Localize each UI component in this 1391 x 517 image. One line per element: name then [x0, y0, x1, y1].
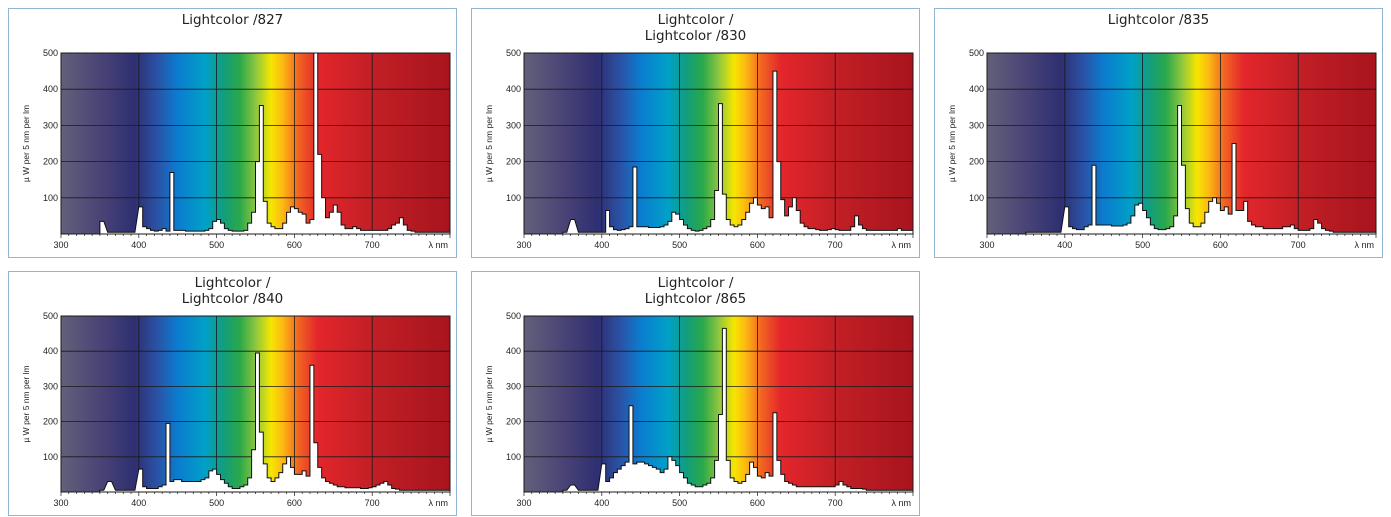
y-tick-label: 100	[43, 193, 58, 203]
x-tick-label: 300	[516, 498, 531, 508]
x-tick-label: 300	[53, 240, 68, 250]
y-tick-label: 200	[43, 417, 58, 427]
x-tick-label: 300	[53, 498, 68, 508]
x-unit-label: λ nm	[1354, 240, 1374, 250]
x-tick-label: 300	[979, 240, 994, 250]
y-tick-label: 200	[506, 417, 521, 427]
y-tick-label: 500	[506, 311, 521, 321]
x-unit-label: λ nm	[428, 240, 448, 250]
x-tick-label: 400	[131, 498, 146, 508]
y-tick-label: 100	[43, 452, 58, 462]
y-axis-label: µ W per 5 nm per lm	[947, 105, 957, 182]
x-unit-label: λ nm	[891, 240, 911, 250]
x-tick-label: 500	[209, 240, 224, 250]
x-tick-label: 700	[1291, 240, 1306, 250]
x-tick-label: 700	[828, 498, 843, 508]
y-tick-label: 300	[506, 381, 521, 391]
y-tick-label: 100	[506, 452, 521, 462]
y-axis-label: µ W per 5 nm per lm	[21, 105, 31, 182]
x-tick-label: 500	[672, 240, 687, 250]
y-tick-label: 400	[506, 84, 521, 94]
spectrum-chart: 300 400 500 600 700 λ nm 100 200 300 400 500 µ W pe…	[472, 272, 921, 517]
y-tick-label: 200	[969, 157, 984, 167]
y-tick-label: 200	[43, 157, 58, 167]
x-tick-label: 600	[1213, 240, 1228, 250]
y-tick-label: 500	[969, 48, 984, 58]
y-tick-label: 100	[506, 193, 521, 203]
x-tick-label: 500	[672, 498, 687, 508]
x-tick-label: 600	[287, 498, 302, 508]
x-tick-label: 700	[828, 240, 843, 250]
y-tick-label: 500	[43, 311, 58, 321]
x-tick-label: 600	[287, 240, 302, 250]
spectrum-chart: 300 400 500 600 700 λ nm 100 200 300 400 500 µ W pe…	[9, 272, 458, 517]
y-tick-label: 400	[506, 346, 521, 356]
x-tick-label: 300	[516, 240, 531, 250]
y-tick-label: 500	[506, 48, 521, 58]
spectrum-chart: 300 400 500 600 700 λ nm 100 200 300 400 500 µ W pe…	[472, 9, 921, 259]
y-tick-label: 400	[969, 84, 984, 94]
y-tick-label: 400	[43, 346, 58, 356]
y-tick-label: 300	[506, 120, 521, 130]
x-tick-label: 500	[1135, 240, 1150, 250]
x-tick-label: 700	[365, 498, 380, 508]
y-axis-label: µ W per 5 nm per lm	[21, 365, 31, 442]
y-tick-label: 100	[969, 193, 984, 203]
x-tick-label: 400	[594, 240, 609, 250]
x-tick-label: 400	[1057, 240, 1072, 250]
x-unit-label: λ nm	[428, 498, 448, 508]
x-tick-label: 600	[750, 498, 765, 508]
x-unit-label: λ nm	[891, 498, 911, 508]
x-tick-label: 700	[365, 240, 380, 250]
x-tick-label: 400	[594, 498, 609, 508]
y-tick-label: 300	[43, 120, 58, 130]
spectrum-chart: 300 400 500 600 700 λ nm 100 200 300 400 500 µ W pe…	[935, 9, 1384, 259]
x-tick-label: 500	[209, 498, 224, 508]
y-axis-label: µ W per 5 nm per lm	[484, 105, 494, 182]
y-tick-label: 300	[43, 381, 58, 391]
spectrum-chart: 300 400 500 600 700 λ nm 100 200 300 400 500 µ W pe…	[9, 9, 458, 259]
y-tick-label: 500	[43, 48, 58, 58]
x-tick-label: 400	[131, 240, 146, 250]
y-tick-label: 400	[43, 84, 58, 94]
y-tick-label: 300	[969, 120, 984, 130]
x-tick-label: 600	[750, 240, 765, 250]
y-axis-label: µ W per 5 nm per lm	[484, 365, 494, 442]
y-tick-label: 200	[506, 157, 521, 167]
